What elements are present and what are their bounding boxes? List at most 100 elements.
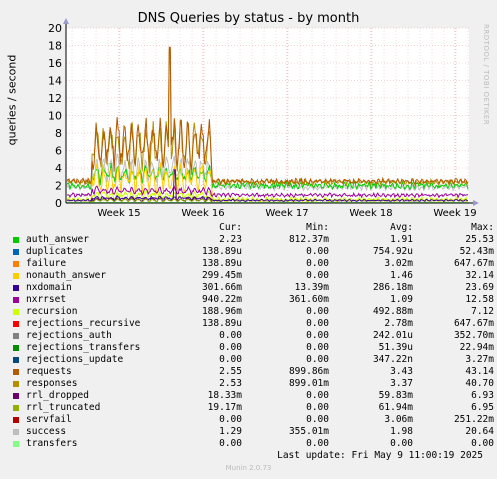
legend-series-name: auth_answer xyxy=(26,234,89,245)
legend-swatch xyxy=(13,309,19,315)
y-tick-label: 18 xyxy=(48,40,62,53)
legend-min-value: 0.00 xyxy=(306,402,329,413)
legend-avg-value: 754.92u xyxy=(372,246,413,257)
legend-swatch xyxy=(13,333,19,339)
legend-avg-value: 3.06m xyxy=(384,414,413,425)
legend-series-name: transfers xyxy=(26,438,78,449)
legend-series-name: rrl_dropped xyxy=(26,390,89,401)
chart-title: DNS Queries by status - by month xyxy=(137,11,360,26)
legend-cur-value: 138.89u xyxy=(201,318,242,329)
legend-row-rejections_transfers: rejections_transfers 0.00 0.00 51.39u 22.94m xyxy=(12,342,494,354)
y-tick-label: 12 xyxy=(48,92,62,105)
legend-max-value: 22.94m xyxy=(459,342,494,353)
x-tick-label: Week 18 xyxy=(349,208,392,219)
legend-cur-value: 138.89u xyxy=(201,246,242,257)
y-tick-label: 2 xyxy=(55,180,62,193)
legend-table: Cur: Min: Avg: Max: auth_answer 2.23 812.3… xyxy=(12,222,494,450)
legend-swatch xyxy=(13,345,19,351)
legend-min-value: 0.00 xyxy=(306,438,329,449)
legend-series-name: duplicates xyxy=(26,246,84,257)
legend-min-value: 0.00 xyxy=(306,354,329,365)
legend-swatch xyxy=(13,273,19,279)
legend-series-name: nxrrset xyxy=(26,294,67,305)
legend-avg-value: 286.18m xyxy=(372,282,413,293)
legend-row-transfers: transfers 0.00 0.00 0.00 0.00 xyxy=(12,438,494,450)
legend-row-rrl_truncated: rrl_truncated 19.17m 0.00 61.94m 6.95 xyxy=(12,402,494,414)
legend-max-value: 20.64 xyxy=(465,426,494,437)
legend-row-rejections_update: rejections_update 0.00 0.00 347.22n 3.27m xyxy=(12,354,494,366)
legend-avg-value: 492.88m xyxy=(372,306,413,317)
legend-cur-value: 0.00 xyxy=(219,354,242,365)
legend-min-value: 0.00 xyxy=(306,246,329,257)
y-axis-arrow xyxy=(63,18,69,24)
legend-max-value: 0.00 xyxy=(471,438,494,449)
legend-swatch xyxy=(13,429,19,435)
legend-cur-value: 940.22m xyxy=(201,294,242,305)
legend-min-value: 0.00 xyxy=(306,270,329,281)
legend-series-name: failure xyxy=(26,258,67,269)
legend-swatch xyxy=(13,405,19,411)
y-tick-label: 10 xyxy=(48,110,62,123)
y-tick-label: 8 xyxy=(55,127,62,140)
legend-max-value: 647.67m xyxy=(453,318,494,329)
legend-avg-value: 347.22n xyxy=(372,354,413,365)
col-min-header: Min: xyxy=(306,222,329,233)
legend-cur-value: 0.00 xyxy=(219,342,242,353)
legend-max-value: 52.43m xyxy=(459,246,494,257)
legend-cur-value: 188.96m xyxy=(201,306,242,317)
legend-min-value: 0.00 xyxy=(306,390,329,401)
legend-row-requests: requests 2.55 899.86m 3.43 43.14 xyxy=(12,366,494,378)
legend-max-value: 352.70m xyxy=(453,330,494,341)
y-tick-label: 6 xyxy=(55,145,62,158)
legend-max-value: 6.93 xyxy=(471,390,494,401)
legend-row-recursion: recursion 188.96m 0.00 492.88m 7.12 xyxy=(12,306,494,318)
legend-row-rejections_recursive: rejections_recursive 138.89u 0.00 2.78m 647.… xyxy=(12,318,494,330)
legend-row-failure: failure 138.89u 0.00 3.02m 647.67m xyxy=(12,258,494,270)
legend-max-value: 40.70 xyxy=(465,378,494,389)
legend-series-name: responses xyxy=(26,378,78,389)
legend-min-value: 0.00 xyxy=(306,414,329,425)
legend-row-rejections_auth: rejections_auth 0.00 0.00 242.01u 352.70m xyxy=(12,330,494,342)
legend-series-name: servfail xyxy=(26,414,72,425)
legend-row-rrl_dropped: rrl_dropped 18.33m 0.00 59.83m 6.93 xyxy=(12,390,494,402)
legend-cur-value: 18.33m xyxy=(207,390,242,401)
legend-avg-value: 1.91 xyxy=(390,234,413,245)
legend-series-name: requests xyxy=(26,366,72,377)
legend-min-value: 0.00 xyxy=(306,306,329,317)
legend-series-name: rejections_transfers xyxy=(26,342,141,353)
legend-max-value: 25.53 xyxy=(465,234,494,245)
legend-min-value: 361.60m xyxy=(288,294,329,305)
legend-max-value: 12.58 xyxy=(465,294,494,305)
legend-cur-value: 301.66m xyxy=(201,282,242,293)
legend-min-value: 812.37m xyxy=(288,234,329,245)
legend-swatch xyxy=(13,285,19,291)
legend-row-nxdomain: nxdomain 301.66m 13.39m 286.18m 23.69 xyxy=(12,282,494,294)
x-tick-label: Week 15 xyxy=(97,208,140,219)
legend-min-value: 0.00 xyxy=(306,342,329,353)
legend-swatch xyxy=(13,237,19,243)
rrdtool-credit: RRDTOOL / TOBI OETIKER xyxy=(482,24,490,126)
munin-version: Munin 2.0.73 xyxy=(225,464,272,472)
legend-max-value: 6.95 xyxy=(471,402,494,413)
legend-avg-value: 3.37 xyxy=(390,378,413,389)
legend-cur-value: 2.53 xyxy=(219,378,242,389)
legend-min-value: 899.86m xyxy=(288,366,329,377)
y-tick-label: 14 xyxy=(48,75,62,88)
legend-header: Cur: Min: Avg: Max: xyxy=(12,222,494,234)
legend-min-value: 0.00 xyxy=(306,318,329,329)
x-tick-label: Week 17 xyxy=(265,208,308,219)
legend-swatch xyxy=(13,321,19,327)
legend-max-value: 32.14 xyxy=(465,270,494,281)
y-tick-label: 0 xyxy=(55,197,62,210)
legend-swatch xyxy=(13,357,19,363)
series-line-nxrrset xyxy=(66,185,469,199)
legend-cur-value: 299.45m xyxy=(201,270,242,281)
series-line-nxdomain xyxy=(66,194,469,203)
legend-swatch xyxy=(13,369,19,375)
y-axis-label: queries / second xyxy=(5,54,19,146)
legend-series-name: success xyxy=(26,426,67,437)
y-tick-labels: 0 2 4 6 8 10 12 14 16 18 20 xyxy=(48,22,62,210)
legend-cur-value: 0.00 xyxy=(219,414,242,425)
legend-cur-value: 0.00 xyxy=(219,438,242,449)
